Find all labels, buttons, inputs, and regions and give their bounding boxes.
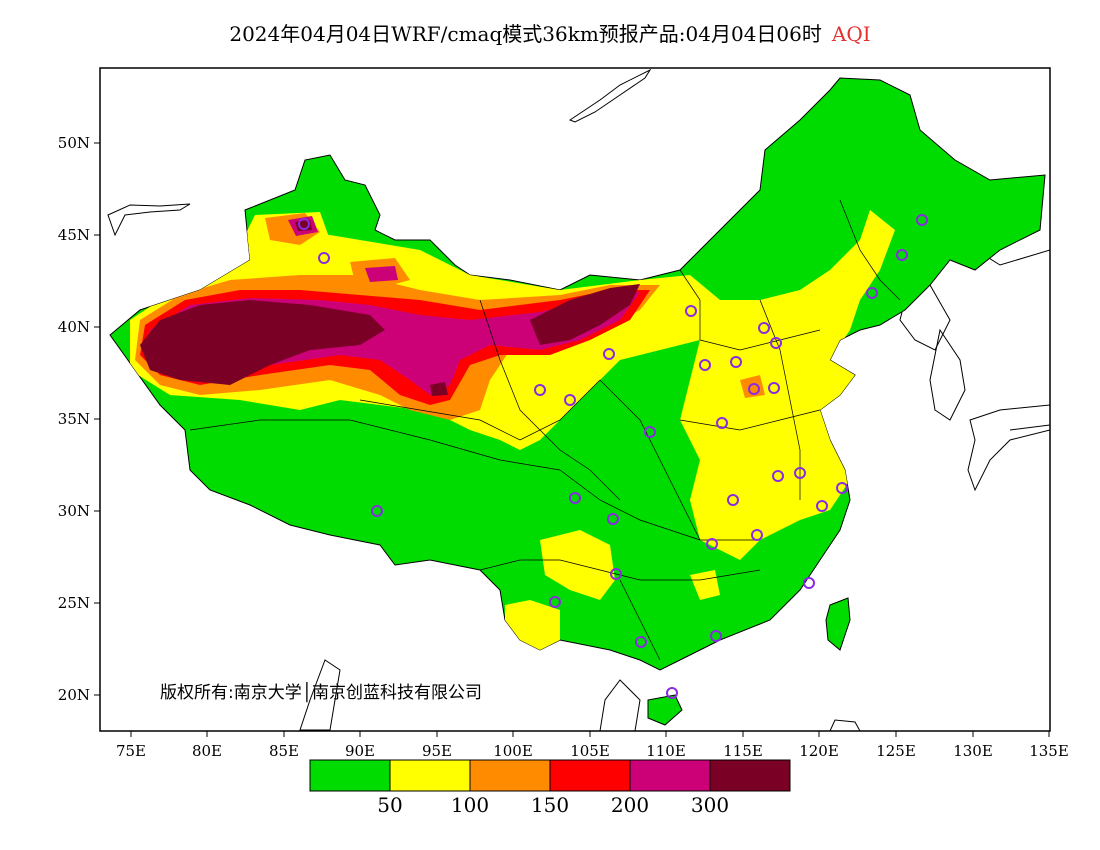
map-title: 2024年04月04日WRF/cmaq模式36km预报产品:04月04日06时 A… [0,18,1100,47]
x-tick-label: 115E [723,742,763,760]
legend-label: 100 [451,793,489,817]
x-tick-label: 95E [422,742,452,760]
legend-swatch-4 [549,759,631,792]
legend-swatch-5 [629,759,711,792]
x-tick-label: 90E [345,742,375,760]
y-tick-label: 40N [58,318,90,336]
y-tick-label: 50N [58,134,90,152]
taiwan-island [825,597,851,651]
legend-label: 200 [611,793,649,817]
hainan-island [647,694,683,726]
x-tick-label: 75E [116,742,146,760]
x-tick-label: 85E [269,742,299,760]
x-tick-label: 135E [1029,742,1069,760]
color-legend: 50 100 150 200 300 [309,759,791,817]
y-tick-label: 25N [58,594,90,612]
y-tick-label: 35N [58,410,90,428]
y-axis-ticks [94,142,100,696]
legend-swatch-3 [469,759,551,792]
x-tick-label: 105E [570,742,610,760]
y-tick-label: 30N [58,502,90,520]
x-tick-label: 130E [953,742,993,760]
x-axis-ticks [130,731,1050,737]
x-tick-label: 100E [493,742,533,760]
aqi-regions [109,77,1046,671]
city-markers [298,214,928,699]
legend-label: 300 [691,793,729,817]
x-tick-label: 80E [192,742,222,760]
y-tick-label: 20N [58,686,90,704]
legend-swatch-2 [389,759,471,792]
variable-label: AQI [831,22,871,46]
copyright-text: 版权所有:南京大学│南京创蓝科技有限公司 [160,682,482,703]
province-boundaries [189,199,901,661]
title-text: 2024年04月04日WRF/cmaq模式36km预报产品:04月04日06时 [229,22,822,46]
x-tick-label: 125E [876,742,916,760]
x-axis-labels: 75E 80E 85E 90E 95E 100E 105E 110E 115E … [116,742,1069,760]
y-axis-labels: 20N 25N 30N 35N 40N 45N 50N [58,134,90,704]
x-tick-label: 110E [646,742,686,760]
x-tick-label: 120E [799,742,839,760]
legend-swatch-1 [309,759,391,792]
y-tick-label: 45N [58,226,90,244]
legend-label: 150 [531,793,569,817]
legend-swatch-6 [709,759,791,792]
legend-label: 50 [377,793,402,817]
